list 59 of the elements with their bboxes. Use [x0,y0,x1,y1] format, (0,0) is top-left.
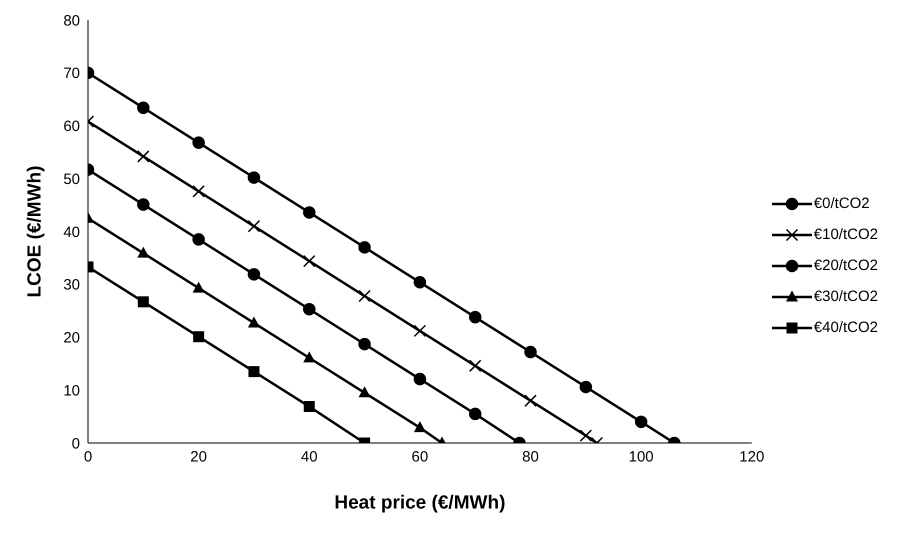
point [248,268,260,281]
point [193,331,204,342]
y-tick-label: 80 [63,12,80,30]
legend-label: €0/tCO2 [814,195,870,212]
legend-label: €30/tCO2 [814,288,878,305]
x-axis-title: Heat price (€/MWh) [334,492,506,514]
point [303,254,316,268]
y-tick-label: 10 [63,382,80,400]
point [524,346,537,358]
x-tick-label: 0 [84,448,92,466]
point [248,366,260,378]
point [304,401,315,412]
point [580,429,592,442]
y-tick-label: 50 [63,170,80,188]
x-tick-label: 100 [628,448,654,466]
y-tick-label: 60 [63,118,80,136]
point [414,421,426,432]
legend-label: €20/tCO2 [814,257,878,274]
point [138,296,149,308]
point [468,408,482,420]
point [414,276,426,289]
y-axis-title: LCOE (€/MWh) [24,166,46,298]
point [192,185,205,198]
point [358,386,371,398]
point [524,394,537,407]
point [192,282,205,293]
legend-label: €10/tCO2 [814,226,878,243]
y-tick-label: 70 [63,65,80,82]
legend-label: €40/tCO2 [814,319,878,336]
point [248,171,260,184]
point [358,241,371,254]
y-tick-label: 40 [63,224,80,241]
point [137,246,150,258]
point [303,302,316,316]
x-tick-label: 60 [412,448,428,466]
point [248,316,260,328]
point [468,310,482,324]
point [303,206,316,219]
point [634,416,648,428]
point [248,220,260,232]
y-tick-label: 30 [63,276,80,294]
point [358,338,371,350]
point [414,324,426,338]
point [192,136,205,149]
x-tick-label: 40 [300,448,318,466]
x-tick-label: 80 [522,448,539,466]
point [137,198,150,211]
x-tick-label: 20 [190,448,207,466]
point [580,380,592,394]
point [137,102,150,114]
point [137,150,150,163]
point [192,233,205,246]
point [468,360,482,372]
x-tick-label: 120 [739,448,764,466]
y-tick-label: 20 [63,330,80,347]
point [358,290,371,302]
point [414,372,426,386]
y-tick-label: 0 [72,435,80,452]
point [303,351,316,362]
